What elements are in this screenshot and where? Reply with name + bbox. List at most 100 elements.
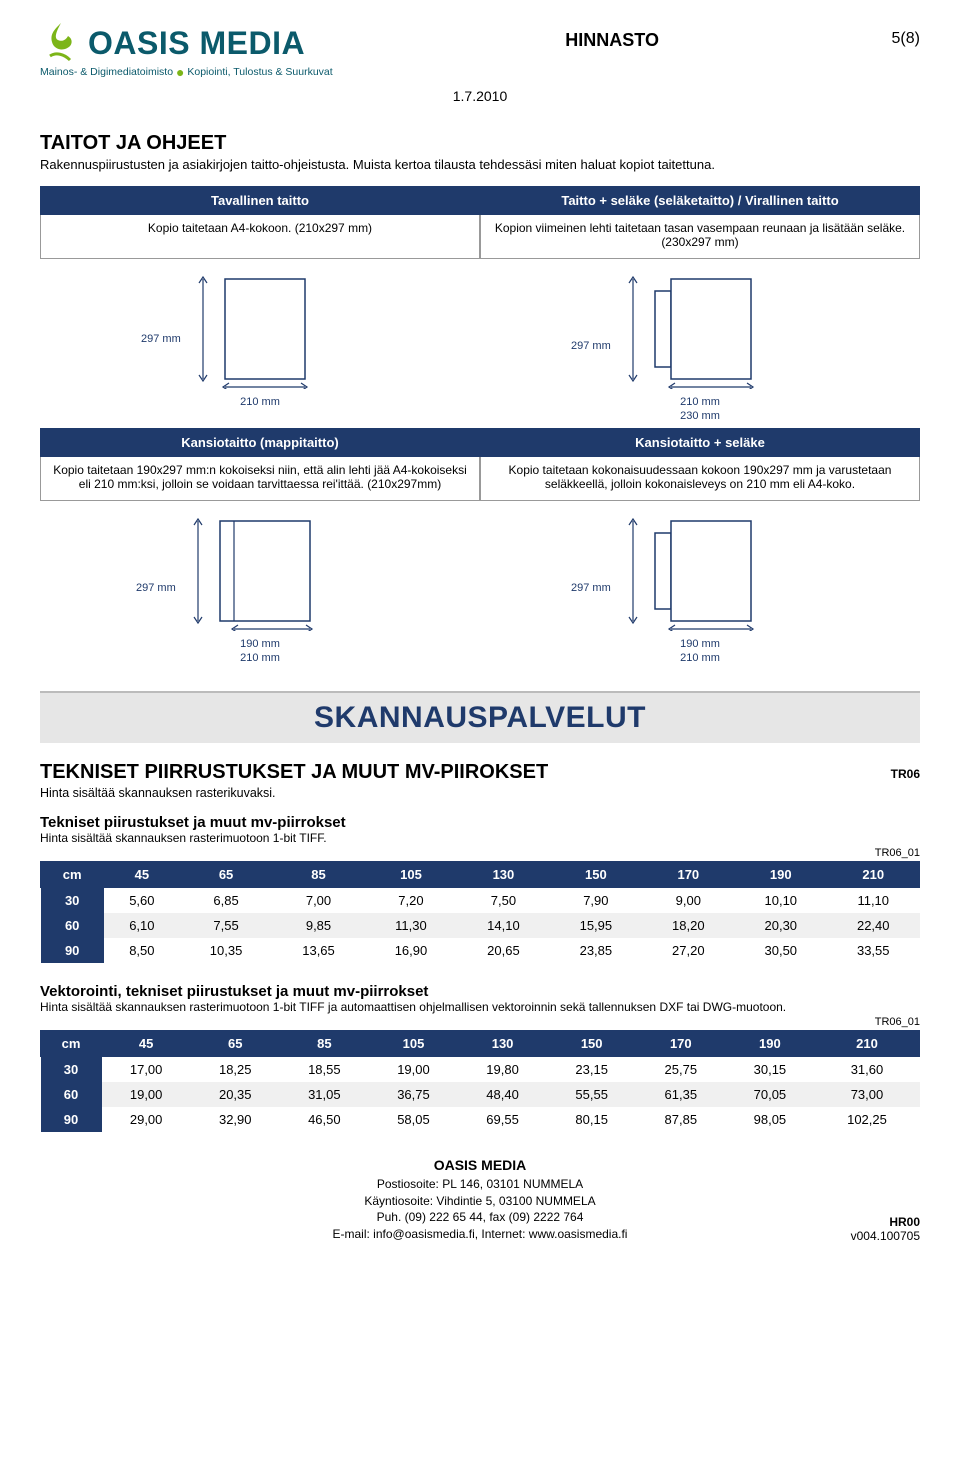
price-cell: 58,05 <box>369 1107 458 1132</box>
col-header: 45 <box>102 1031 191 1057</box>
price-cell: 16,90 <box>365 938 457 963</box>
dim-h2-2l: 210 mm <box>240 652 280 664</box>
price-cell: 7,55 <box>180 913 272 938</box>
price-cell: 80,15 <box>547 1107 636 1132</box>
price-cell: 31,05 <box>280 1082 369 1107</box>
price-cell: 18,55 <box>280 1057 369 1083</box>
price-cell: 14,10 <box>457 913 549 938</box>
footer-name: OASIS MEDIA <box>40 1156 920 1176</box>
footer-code-ver: v004.100705 <box>851 1229 920 1243</box>
price-cell: 19,80 <box>458 1057 547 1083</box>
fold-grid: Tavallinen taitto Taitto + seläke (seläk… <box>40 186 920 669</box>
col-header: 190 <box>725 1031 814 1057</box>
col-header: 45 <box>104 862 180 888</box>
price-cell: 6,85 <box>180 888 272 914</box>
price-cell: 87,85 <box>636 1107 725 1132</box>
price-cell: 7,20 <box>365 888 457 914</box>
price-table-1: cm456585105130150170190210 305,606,857,0… <box>40 861 920 963</box>
dim-h1-1r: 210 mm <box>680 396 720 408</box>
fold-hdr-1l: Tavallinen taitto <box>40 186 480 215</box>
price-cell: 29,00 <box>102 1107 191 1132</box>
table1-code: TR06_01 <box>40 847 920 859</box>
price-cell: 61,35 <box>636 1082 725 1107</box>
table2-sub: Hinta sisältää skannauksen rasterimuotoo… <box>40 1000 920 1014</box>
fold-hdr-2r: Kansiotaitto + seläke <box>480 428 920 457</box>
col-header: 105 <box>365 862 457 888</box>
col-header: 85 <box>280 1031 369 1057</box>
table1-title: Tekniset piirustukset ja muut mv-piirrok… <box>40 814 920 831</box>
price-cell: 19,00 <box>369 1057 458 1083</box>
price-table-2: cm456585105130150170190210 3017,0018,251… <box>40 1030 920 1132</box>
col-header: 150 <box>550 862 642 888</box>
dim-h1-2r: 190 mm <box>680 638 720 650</box>
price-cell: 20,30 <box>735 913 827 938</box>
col-header: 210 <box>814 1031 919 1057</box>
dim-h-2r: 190 mm 210 mm <box>625 637 775 666</box>
col-header: 65 <box>191 1031 280 1057</box>
col-header: 105 <box>369 1031 458 1057</box>
dim-h1-2l: 190 mm <box>240 638 280 650</box>
price-cell: 18,25 <box>191 1057 280 1083</box>
footer-l2: Käyntiosoite: Vihdintie 5, 03100 NUMMELA <box>40 1193 920 1210</box>
logo-block: OASIS MEDIA Mainos- & Digimediatoimisto … <box>40 20 333 80</box>
price-cell: 20,35 <box>191 1082 280 1107</box>
fold-desc-2l: Kopio taitetaan 190x297 mm:n kokoiseksi … <box>40 457 480 501</box>
price-cell: 31,60 <box>814 1057 919 1083</box>
price-cell: 17,00 <box>102 1057 191 1083</box>
table2-code: TR06_01 <box>40 1016 920 1028</box>
col-header: cm <box>41 862 104 888</box>
price-cell: 33,55 <box>827 938 920 963</box>
fold-desc-1r: Kopion viimeinen lehti taitetaan tasan v… <box>480 215 920 259</box>
fold-diagram-1l: 297 mm 210 mm <box>40 259 480 428</box>
dim-h-1l: 210 mm <box>195 395 325 409</box>
row-header: 90 <box>41 938 104 963</box>
dim-v-2r: 297 mm <box>571 582 611 594</box>
row-header: 30 <box>41 888 104 914</box>
price-cell: 30,15 <box>725 1057 814 1083</box>
price-cell: 70,05 <box>725 1082 814 1107</box>
price-cell: 18,20 <box>642 913 734 938</box>
price-cell: 22,40 <box>827 913 920 938</box>
price-cell: 7,90 <box>550 888 642 914</box>
page-header: OASIS MEDIA Mainos- & Digimediatoimisto … <box>40 20 920 80</box>
price-cell: 23,85 <box>550 938 642 963</box>
price-cell: 46,50 <box>280 1107 369 1132</box>
table2-title: Vektorointi, tekniset piirustukset ja mu… <box>40 983 920 1000</box>
section-sub-taitot: Rakennuspiirustusten ja asiakirjojen tai… <box>40 157 920 172</box>
row-header: 30 <box>41 1057 102 1083</box>
dim-h2-2r: 210 mm <box>680 652 720 664</box>
price-cell: 15,95 <box>550 913 642 938</box>
col-header: 65 <box>180 862 272 888</box>
col-header: 190 <box>735 862 827 888</box>
fold-desc-2r: Kopio taitetaan kokonaisuudessaan kokoon… <box>480 457 920 501</box>
section-title-taitot: TAITOT JA OHJEET <box>40 132 920 155</box>
price-cell: 102,25 <box>814 1107 919 1132</box>
subsection-note: Hinta sisältää skannauksen rasterikuvaks… <box>40 786 920 800</box>
fold-desc-1l: Kopio taitetaan A4-kokoon. (210x297 mm) <box>40 215 480 259</box>
price-cell: 25,75 <box>636 1057 725 1083</box>
subsection-code: TR06 <box>891 767 920 781</box>
price-cell: 48,40 <box>458 1082 547 1107</box>
price-cell: 9,85 <box>272 913 364 938</box>
col-header: 130 <box>458 1031 547 1057</box>
dim-h-2l: 190 mm 210 mm <box>190 637 330 666</box>
price-cell: 8,50 <box>104 938 180 963</box>
price-cell: 10,10 <box>735 888 827 914</box>
price-cell: 73,00 <box>814 1082 919 1107</box>
price-cell: 32,90 <box>191 1107 280 1132</box>
price-cell: 6,10 <box>104 913 180 938</box>
price-cell: 20,65 <box>457 938 549 963</box>
dim-v-2l: 297 mm <box>136 582 176 594</box>
subsection-title: TEKNISET PIIRRUSTUKSET JA MUUT MV-PIIROK… <box>40 761 548 784</box>
page-number: 5(8) <box>892 30 920 48</box>
dim-v-1l: 297 mm <box>141 333 181 345</box>
price-cell: 7,50 <box>457 888 549 914</box>
footer-l1: Postiosoite: PL 146, 03101 NUMMELA <box>40 1176 920 1193</box>
banner-skannaus: SKANNAUSPALVELUT <box>40 691 920 743</box>
row-header: 90 <box>41 1107 102 1132</box>
row-header: 60 <box>41 1082 102 1107</box>
fold-hdr-1r: Taitto + seläke (seläketaitto) / Viralli… <box>480 186 920 215</box>
leaf-icon <box>40 20 82 62</box>
col-header: 170 <box>642 862 734 888</box>
price-cell: 11,30 <box>365 913 457 938</box>
